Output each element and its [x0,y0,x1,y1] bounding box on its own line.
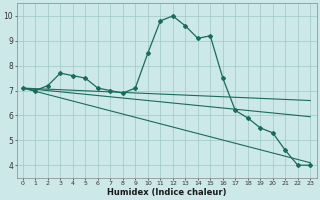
X-axis label: Humidex (Indice chaleur): Humidex (Indice chaleur) [107,188,226,197]
